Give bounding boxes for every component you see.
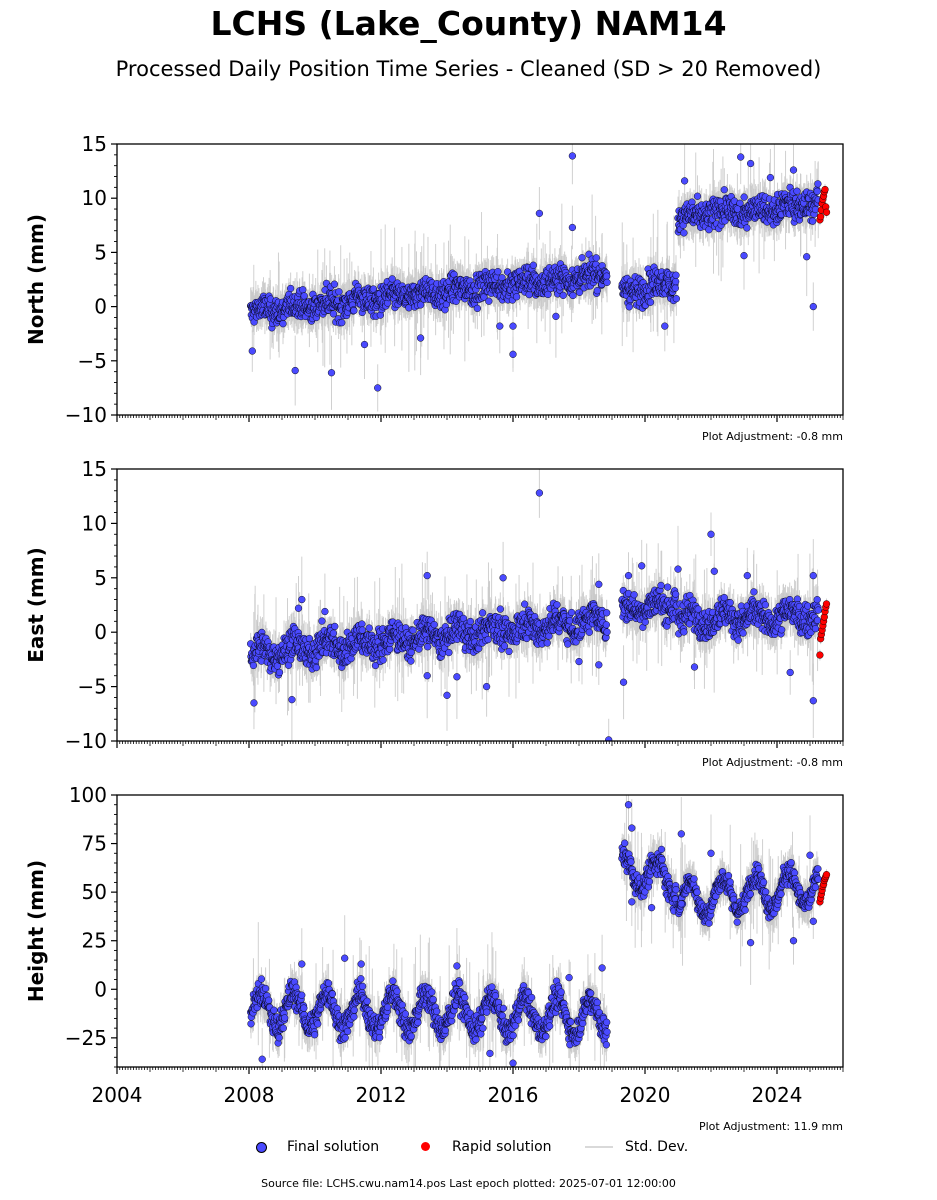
y-tick-label: 0 (94, 295, 107, 319)
final-point (417, 301, 425, 309)
final-point (575, 288, 584, 297)
final-point (485, 297, 493, 305)
final-point (646, 298, 655, 306)
outlier-point (535, 209, 544, 218)
final-point (569, 291, 577, 300)
final-point (671, 284, 679, 292)
outlier-point (661, 322, 669, 330)
final-point (329, 310, 338, 318)
outlier-point (733, 205, 742, 213)
final-point (693, 192, 702, 200)
outlier-point (509, 350, 517, 358)
final-point (473, 304, 481, 313)
final-point (369, 285, 378, 293)
y-tick-label: −5 (78, 349, 107, 373)
final-point (559, 291, 567, 299)
chart-subtitle: Processed Daily Position Time Series - C… (115, 57, 822, 81)
final-point (494, 268, 502, 276)
final-point (603, 278, 611, 286)
outlier-point (568, 152, 577, 160)
final-point (592, 254, 600, 262)
final-point (544, 290, 552, 299)
final-point (442, 300, 451, 309)
final-point (793, 187, 801, 195)
outlier-point (766, 173, 775, 182)
final-point (300, 292, 308, 300)
final-point (603, 272, 611, 280)
final-point (299, 286, 307, 294)
final-point (330, 280, 339, 288)
y-tick-label: 15 (82, 132, 107, 156)
final-point (814, 180, 822, 188)
outlier-point (737, 153, 745, 161)
final-point (350, 307, 358, 315)
final-point (525, 291, 533, 299)
outlier-point (809, 302, 817, 311)
outlier-point (416, 334, 425, 342)
final-point (672, 271, 680, 279)
final-point (513, 293, 521, 301)
final-point (625, 303, 633, 311)
outlier-point (291, 366, 299, 375)
outlier-point (789, 166, 798, 174)
final-point (335, 288, 343, 296)
final-point (809, 217, 817, 225)
outlier-point (248, 347, 256, 355)
outlier-point (740, 252, 748, 260)
final-point (287, 284, 295, 293)
outlier-point (327, 369, 336, 377)
outlier-point (374, 384, 382, 392)
y-tick-label: 10 (82, 186, 107, 210)
outlier-point (509, 322, 517, 330)
error-bars (250, 144, 827, 412)
final-point (388, 275, 396, 283)
final-point (338, 319, 346, 327)
outlier-point (568, 223, 577, 232)
outlier-point (552, 312, 560, 320)
y-tick-label: −10 (65, 403, 107, 427)
data-points (247, 152, 831, 392)
final-point (813, 187, 821, 195)
final-point (578, 254, 586, 262)
panel-1: −10 −5 0 5 10 15 North (mm) Plot Adjustment: -0… (24, 132, 844, 443)
final-point (743, 224, 751, 232)
outlier-point (496, 322, 504, 330)
rapid-point (817, 213, 825, 221)
outlier-point (680, 177, 689, 185)
final-point (279, 320, 287, 328)
rapid-point (821, 185, 829, 194)
final-point (720, 186, 728, 194)
outlier-point (803, 253, 811, 261)
outlier-point (746, 159, 755, 168)
chart-title: LCHS (Lake_County) NAM14 (210, 4, 727, 43)
plot-adjustment: Plot Adjustment: -0.8 mm (702, 430, 843, 443)
rapid-point (822, 208, 831, 216)
final-point (593, 287, 601, 295)
y-tick-label: 5 (94, 240, 107, 264)
final-point (672, 295, 680, 303)
final-point (680, 229, 688, 237)
final-point (672, 277, 680, 286)
final-point (529, 261, 537, 269)
final-point (740, 193, 748, 201)
outlier-point (360, 340, 369, 349)
y-axis-label: North (mm) (24, 214, 48, 345)
